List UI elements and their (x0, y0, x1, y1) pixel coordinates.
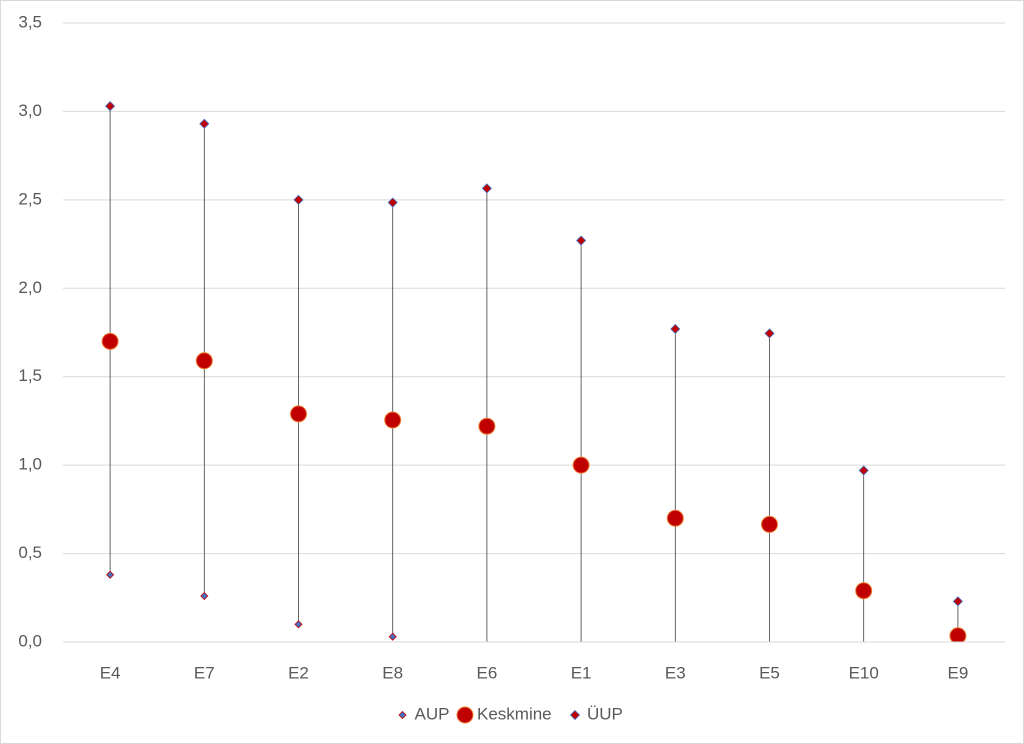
diamond-marker (199, 118, 210, 129)
mean-marker (761, 515, 778, 533)
mean-marker (384, 411, 402, 429)
legend-marker (569, 709, 581, 721)
x-tick-label: E4 (100, 663, 121, 682)
mean-marker (290, 405, 307, 423)
diamond-marker (294, 620, 303, 629)
diamond-marker (670, 323, 681, 335)
x-tick-label: E9 (948, 663, 969, 682)
y-tick-label: 0,0 (18, 631, 42, 650)
y-tick-label: 2,5 (18, 189, 42, 208)
mean-marker (855, 582, 873, 600)
y-tick-label: 2,0 (18, 278, 42, 297)
diamond-marker (576, 235, 587, 246)
diamond-marker (387, 197, 398, 208)
mean-marker (195, 352, 213, 370)
plot-area (101, 101, 967, 642)
y-tick-label: 1,5 (18, 366, 42, 385)
diamond-marker (952, 596, 963, 607)
mean-marker (949, 627, 967, 642)
diamond-marker (858, 465, 869, 476)
x-tick-label: E10 (849, 663, 879, 682)
legend-label: ÜUP (587, 704, 623, 723)
y-tick-label: 3,5 (18, 12, 42, 31)
diamond-marker (764, 328, 775, 339)
y-tick-label: 3,0 (18, 101, 42, 120)
diamond-marker (481, 183, 492, 194)
diamond-marker (200, 591, 209, 601)
x-tick-label: E5 (759, 663, 780, 682)
legend-label: Keskmine (477, 704, 552, 723)
diamond-marker (106, 570, 115, 579)
y-tick-label: 1,0 (18, 455, 42, 474)
x-tick-label: E3 (665, 663, 686, 682)
legend-marker (456, 706, 474, 724)
x-tick-label: E8 (382, 663, 403, 682)
diamond-marker (293, 194, 304, 205)
x-tick-label: E2 (288, 663, 309, 682)
mean-marker (478, 417, 496, 435)
legend-label: AUP (415, 704, 450, 723)
mean-marker (666, 509, 684, 527)
legend-marker (398, 710, 407, 720)
y-tick-label: 0,5 (18, 543, 42, 562)
x-tick-label: E6 (477, 663, 498, 682)
mean-marker (572, 456, 590, 474)
x-tick-label: E7 (194, 663, 215, 682)
diamond-marker (105, 101, 116, 112)
x-tick-label: E1 (571, 663, 592, 682)
mean-marker (101, 332, 119, 350)
diamond-marker (388, 632, 397, 641)
